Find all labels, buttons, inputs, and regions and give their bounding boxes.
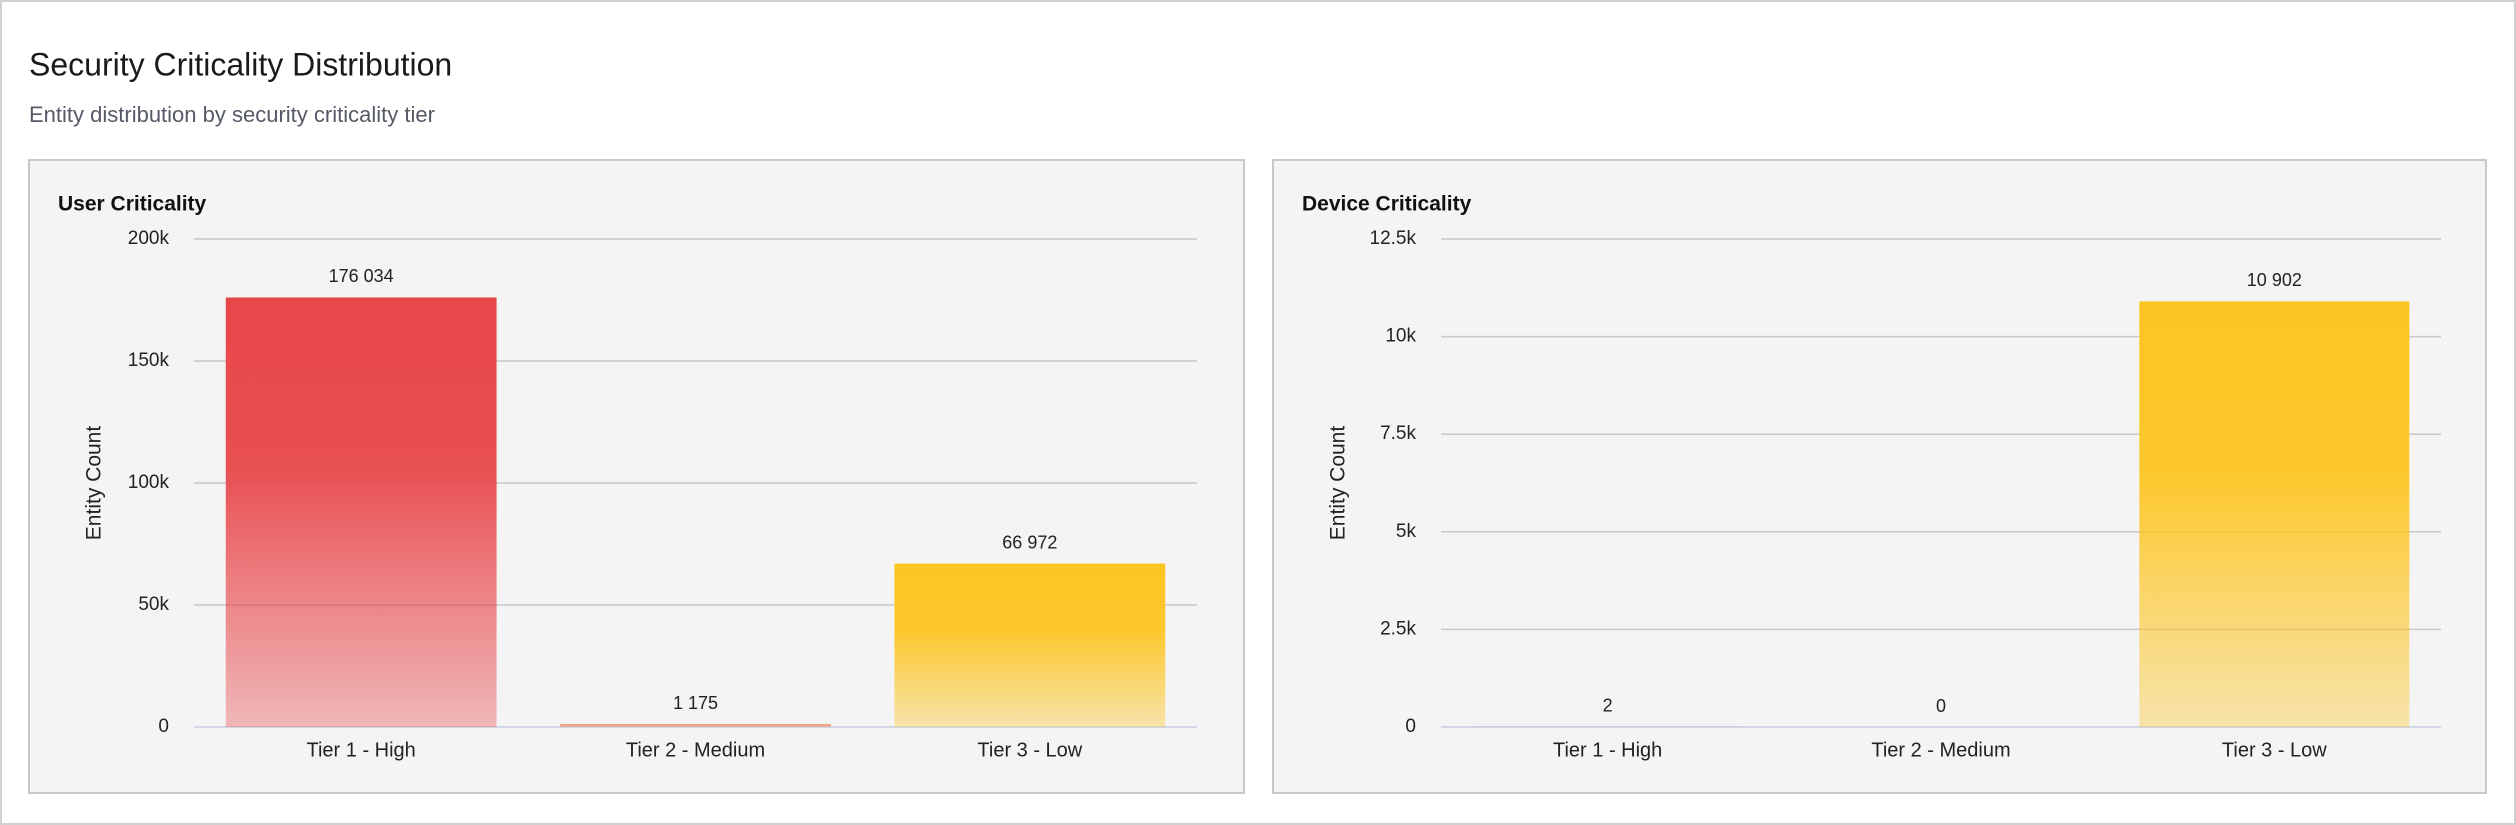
y-axis-title: Entity Count: [83, 426, 106, 541]
chart-panel: User Criticality Entity Count 0 50k 100k 150k…: [28, 159, 1245, 794]
y-tick-label: 50k: [138, 594, 169, 615]
x-tick-label: Tier 1 - High: [1553, 739, 1662, 761]
x-tick-label: Tier 2 - Medium: [1871, 739, 2010, 761]
y-tick-label: 0: [158, 716, 169, 737]
x-tick-label: Tier 3 - Low: [2222, 739, 2327, 761]
chart-title: Device Criticality: [1302, 193, 1472, 216]
y-tick-label: 10k: [1385, 326, 1416, 347]
y-tick-label: 0: [1405, 716, 1416, 737]
value-label: 176 034: [329, 266, 394, 286]
value-label: 0: [1936, 696, 1946, 716]
chart-title: User Criticality: [58, 193, 207, 216]
page-title: Security Criticality Distribution: [29, 46, 452, 82]
y-tick-label: 200k: [128, 228, 170, 249]
y-axis-title: Entity Count: [1327, 426, 1350, 541]
page-subtitle: Entity distribution by security critical…: [29, 102, 435, 127]
value-label: 1 175: [673, 693, 718, 713]
y-tick-label: 5k: [1396, 521, 1417, 542]
value-label: 10 902: [2247, 270, 2302, 290]
bar: [894, 563, 1166, 727]
y-tick-label: 2.5k: [1380, 618, 1416, 639]
y-tick-label: 7.5k: [1380, 423, 1416, 444]
x-tick-label: Tier 2 - Medium: [626, 739, 765, 761]
y-tick-label: 12.5k: [1370, 228, 1417, 249]
value-label: 66 972: [1002, 532, 1057, 552]
bar: [2139, 301, 2410, 727]
y-tick-label: 150k: [128, 350, 170, 371]
x-tick-label: Tier 1 - High: [307, 739, 416, 761]
x-tick-label: Tier 3 - Low: [977, 739, 1082, 761]
bar: [560, 724, 831, 727]
value-label: 2: [1603, 696, 1613, 716]
bar: [225, 297, 497, 727]
y-tick-label: 100k: [128, 472, 170, 493]
chart-panel: Device Criticality Entity Count 0 2.5k 5k 7.5…: [1272, 159, 2487, 794]
